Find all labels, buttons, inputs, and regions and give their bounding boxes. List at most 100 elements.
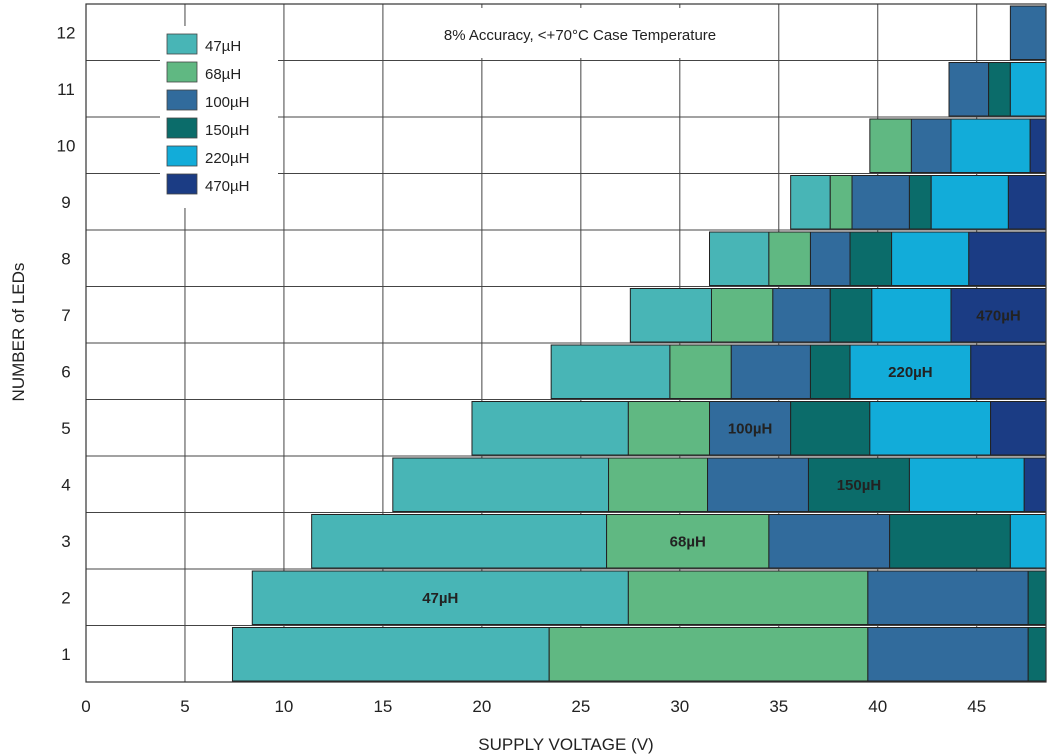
bar-segment-8-leds-470uh [968,231,1047,286]
x-tick-label: 40 [868,697,887,716]
bar-segment-12-leds-100uh [1009,5,1047,60]
bar-segment-5-leds-47uh [471,401,629,456]
bar-segment-2-leds-68uh [627,570,869,625]
bar-segment-11-leds-150uh [988,62,1011,117]
segment-label-47uh: 47µH [422,590,458,607]
bar-segment-5-leds-100uh [709,401,792,456]
bar-segment-8-leds-150uh [849,231,893,286]
bar-segment-9-leds-150uh [908,175,932,230]
bar-segment-9-leds-100uh [851,175,910,230]
bar-segment-1-leds-47uh [231,627,550,682]
legend-swatch-100uh [166,89,198,111]
y-tick-label: 1 [61,645,70,664]
gridlines [86,4,1046,682]
legend-swatch-220uh [166,145,198,167]
y-tick-label: 2 [61,588,70,607]
y-tick-label: 6 [61,362,70,381]
legend-swatch-150uh [166,117,198,139]
bar-segment-2-leds-47uh [251,570,629,625]
bar-segment-6-leds-100uh [730,344,811,399]
y-tick-label: 11 [57,80,75,99]
legend-label-470uh: 470µH [205,178,250,195]
bar-segment-8-leds-68uh [768,231,811,286]
bar-segment-3-leds-220uh [1009,514,1047,569]
bar-segment-10-leds-68uh [869,118,912,173]
segment-label-100uh: 100µH [728,420,773,437]
y-tick-label: 3 [61,532,70,551]
bar-segment-6-leds-220uh [849,344,972,399]
x-tick-label: 15 [373,697,392,716]
legend-label-68uh: 68µH [205,66,241,83]
segment-label-68uh: 68µH [670,533,706,550]
bar-segment-9-leds-68uh [829,175,853,230]
annotation-text: 8% Accuracy, <+70°C Case Temperature [444,27,716,44]
x-axis-label: SUPPLY VOLTAGE (V) [478,735,653,754]
bar-segment-4-leds-150uh [807,457,910,512]
bar-segment-7-leds-68uh [710,288,774,343]
bar-segment-4-leds-47uh [392,457,610,512]
x-tick-label: 25 [571,697,590,716]
bar-segment-10-leds-220uh [950,118,1031,173]
x-tick-label: 30 [670,697,689,716]
bar-segment-4-leds-100uh [707,457,809,512]
legend-swatch-470uh [166,173,198,195]
bar-segment-2-leds-150uh [1027,570,1047,625]
y-axis-label: NUMBER of LEDs [9,263,28,402]
bar-segments [231,5,1047,682]
x-tick-label: 5 [180,697,189,716]
bar-segment-3-leds-150uh [889,514,1011,569]
x-tick-label: 35 [769,697,788,716]
bar-segment-5-leds-150uh [790,401,871,456]
y-tick-label: 8 [61,249,70,268]
segment-label-150uh: 150µH [837,477,882,494]
bar-segment-5-leds-68uh [627,401,711,456]
bar-segment-6-leds-47uh [550,344,671,399]
segment-label-470uh: 470µH [976,307,1021,324]
bar-segment-5-leds-220uh [869,401,992,456]
legend: 47µH 68µH 100µH 150µH 220µH 470µH [160,26,278,208]
bar-segment-5-leds-470uh [990,401,1047,456]
bar-segment-1-leds-68uh [548,627,869,682]
y-tick-label: 10 [57,136,76,155]
bar-segment-7-leds-47uh [629,288,712,343]
bar-segment-8-leds-47uh [709,231,770,286]
bar-segment-3-leds-68uh [606,514,770,569]
bar-segment-6-leds-68uh [669,344,732,399]
bar-segment-4-leds-470uh [1023,457,1047,512]
annotation-box: 8% Accuracy, <+70°C Case Temperature [386,8,774,58]
bar-segment-10-leds-100uh [910,118,952,173]
bar-segment-3-leds-47uh [311,514,608,569]
x-tick-labels: 0 5 10 15 20 25 30 35 40 45 [81,697,986,716]
bar-segment-6-leds-150uh [809,344,851,399]
legend-swatch-68uh [166,61,198,83]
y-tick-label: 5 [61,419,70,438]
bar-segment-10-leds-470uh [1029,118,1047,173]
bar-segment-1-leds-150uh [1027,627,1047,682]
bar-segment-9-leds-470uh [1007,175,1047,230]
legend-label-47uh: 47µH [205,38,241,55]
y-tick-label: 9 [61,193,70,212]
legend-swatch-47uh [166,33,198,55]
y-tick-label: 4 [61,475,70,494]
bar-segment-9-leds-220uh [930,175,1009,230]
bar-segment-2-leds-100uh [867,570,1029,625]
bar-segment-4-leds-68uh [608,457,709,512]
bar-segment-8-leds-100uh [809,231,851,286]
bar-segment-9-leds-47uh [790,175,831,230]
legend-label-220uh: 220µH [205,150,250,167]
bar-segment-7-leds-220uh [871,288,952,343]
segment-label-220uh: 220µH [888,364,933,381]
bar-segment-1-leds-100uh [867,627,1029,682]
plot-border [85,3,1047,683]
bar-segment-4-leds-220uh [908,457,1025,512]
y-tick-label: 12 [57,23,76,42]
bar-segment-3-leds-100uh [768,514,891,569]
bar-segment-6-leds-470uh [970,344,1047,399]
x-tick-label: 0 [81,697,90,716]
x-tick-label: 20 [472,697,491,716]
x-tick-label: 10 [274,697,293,716]
x-tick-label: 45 [967,697,986,716]
legend-label-150uh: 150µH [205,122,250,139]
